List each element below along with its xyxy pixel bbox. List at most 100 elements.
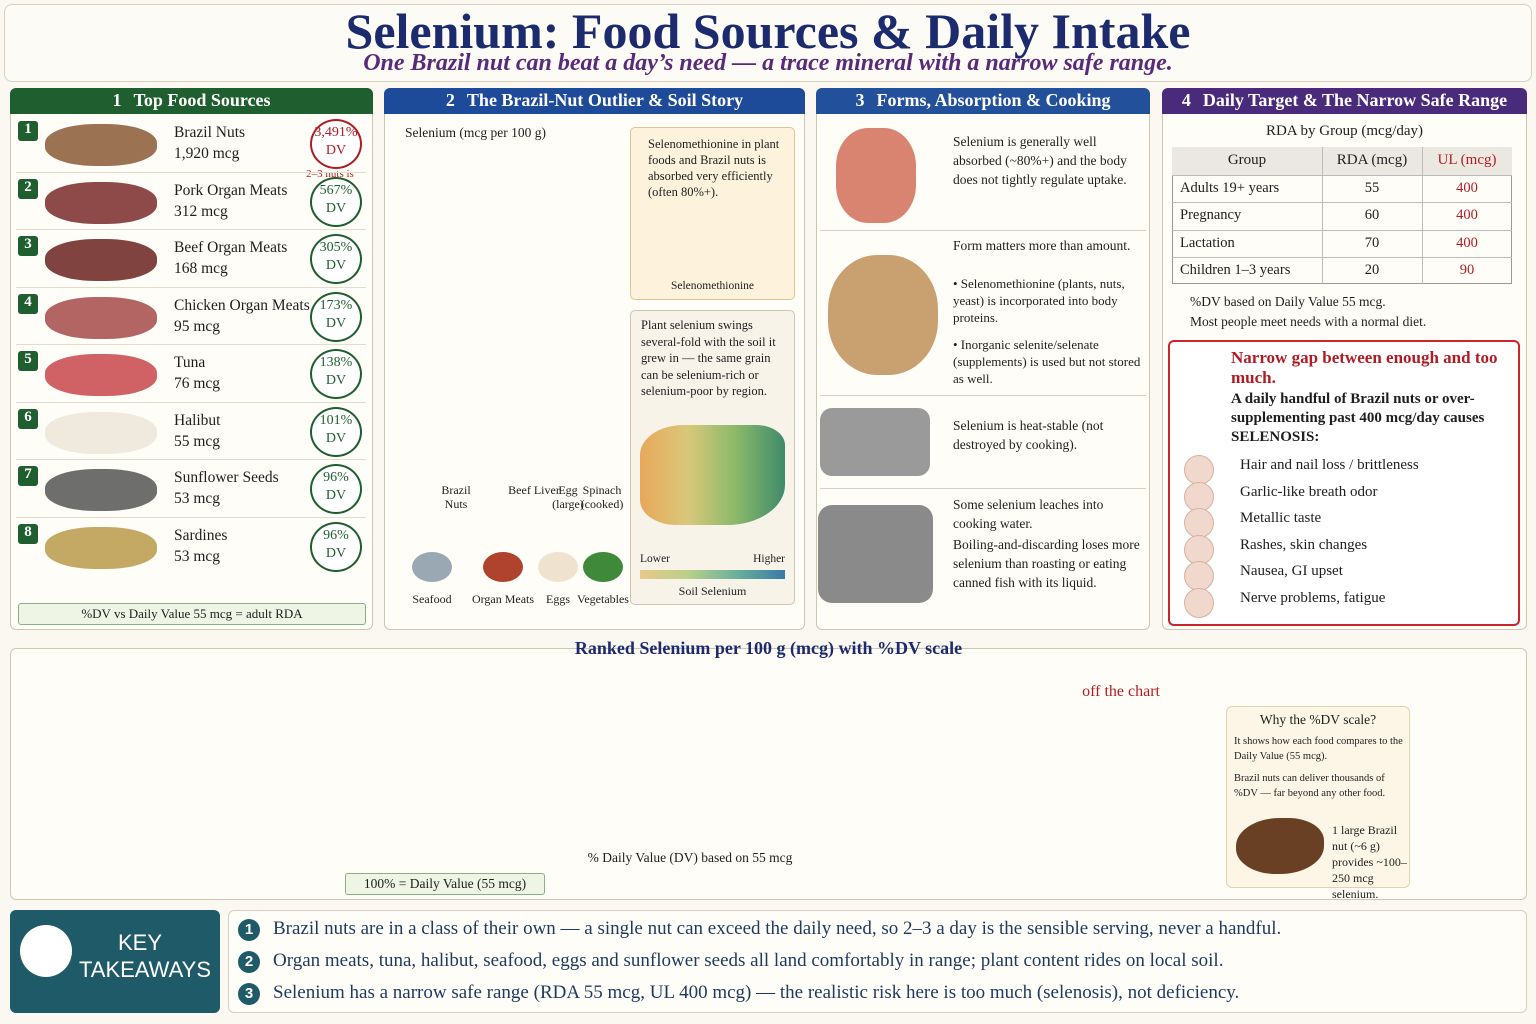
- map-low: Lower: [640, 553, 671, 565]
- table-header-bg: [1172, 147, 1512, 175]
- section-bullet: • Selenomethionine (plants, nuts, yeast)…: [953, 276, 1125, 325]
- warning-title: Narrow gap between enough and too much.: [1231, 348, 1498, 387]
- dv-value: 96%: [323, 470, 349, 485]
- panel-title: Forms, Absorption & Cooking: [876, 90, 1111, 110]
- symptom: Hair and nail loss / brittleness: [1240, 457, 1419, 473]
- note-text: Plant selenium swings several-fold with …: [641, 318, 776, 398]
- section-text: Selenium is generally well absorbed (~80…: [953, 134, 1127, 187]
- y-axis-title: Selenium (mcg per 100 g): [405, 125, 546, 140]
- dv-unit: DV: [325, 430, 347, 446]
- dv-value: 567%: [319, 182, 353, 198]
- chart-title: Ranked Selenium per 100 g (mcg) with %DV…: [574, 638, 963, 658]
- dv-badge: [310, 521, 362, 572]
- rank-badge: 5: [18, 351, 38, 371]
- section-bullet: • Inorganic selenite/selenate (supplemen…: [953, 337, 1141, 386]
- table-cell: 20: [1364, 261, 1380, 278]
- map-legend-bar: [640, 570, 785, 579]
- dv-unit: DV: [325, 143, 347, 158]
- table-cell: Pregnancy: [1180, 207, 1242, 224]
- dv-badge: [310, 349, 362, 399]
- takeaway-text: Selenium has a narrow safe range (RDA 55…: [273, 982, 1240, 1003]
- separator: [16, 286, 366, 288]
- title: Selenium: Food Sources & Daily Intake: [345, 3, 1191, 59]
- x-tick-label: Spinach (cooked): [580, 483, 624, 511]
- symptom-icon: [1184, 587, 1214, 618]
- rank-badge: 1: [18, 121, 38, 141]
- warning-box: [1168, 340, 1520, 626]
- table-note: %DV based on Daily Value 55 mcg.: [1190, 294, 1386, 309]
- group-icon: [583, 552, 623, 582]
- table-cell: Adults 19+ years: [1180, 180, 1280, 196]
- table-row-line: [1172, 202, 1512, 204]
- food-amount: 95 mcg: [174, 317, 221, 335]
- panel-title: Top Food Sources: [133, 90, 271, 110]
- table-cell: 90: [1459, 261, 1475, 278]
- section-text: Some selenium leaches into cooking water…: [953, 497, 1104, 531]
- nut-note: 1 large Brazil nut (~6 g) provides ~100–…: [1332, 823, 1407, 901]
- group-icon: [538, 552, 578, 582]
- dv-unit: DV: [325, 315, 347, 331]
- food-image: [45, 181, 157, 224]
- table-row-line: [1172, 175, 1512, 176]
- symptom-icon: [1184, 455, 1214, 485]
- table-cell: 60: [1364, 207, 1380, 224]
- panel-heading: 3 Forms, Absorption & Cooking: [816, 90, 1150, 111]
- food-amount: 53 mcg: [174, 547, 221, 565]
- group-label: Organ Meats: [471, 592, 535, 606]
- food-amount: 1,920 mcg: [174, 145, 240, 162]
- symptom: Metallic taste: [1240, 510, 1322, 526]
- separator: [16, 459, 366, 460]
- food-image: [45, 526, 157, 569]
- food-amount: 53 mcg: [174, 490, 221, 507]
- symptom: Rashes, skin changes: [1240, 536, 1368, 553]
- dv-unit: DV: [325, 545, 347, 561]
- food-name: Sardines: [174, 526, 228, 544]
- symptom-icon: [1184, 534, 1214, 565]
- dv-value: 173%: [319, 297, 353, 313]
- dv-value: 96%: [323, 527, 349, 543]
- food-name: Halibut: [174, 411, 221, 429]
- table-header: Group: [1227, 152, 1267, 168]
- table-cell: 400: [1456, 207, 1478, 224]
- dv-badge: [310, 291, 362, 342]
- table-cell: Lactation: [1180, 234, 1235, 251]
- table-header: UL (mcg): [1437, 152, 1497, 168]
- panel1-footer: %DV vs Daily Value 55 mcg = adult RDA: [81, 606, 303, 621]
- food-name: Beef Organ Meats: [174, 239, 288, 256]
- symptom: Garlic-like breath odor: [1240, 483, 1378, 500]
- table-cell: 55: [1364, 180, 1380, 196]
- panel-header: [1162, 88, 1527, 114]
- takeaway-text: Organ meats, tuna, halibut, seafood, egg…: [273, 950, 1224, 971]
- separator: [16, 171, 366, 173]
- symptom-icon: [1184, 508, 1214, 538]
- panel-number: 2: [445, 90, 455, 110]
- table-title: RDA by Group (mcg/day): [1265, 123, 1424, 139]
- dv-badge: [310, 176, 362, 227]
- food-amount: 76 mcg: [174, 375, 221, 392]
- takeaways-title: TAKEAWAYS: [78, 957, 212, 982]
- food-name: Pork Organ Meats: [174, 181, 288, 199]
- takeaway-text: Brazil nuts are in a class of their own …: [273, 918, 1282, 939]
- symptom: Nerve problems, fatigue: [1240, 589, 1386, 606]
- symptom-icon: [1184, 481, 1214, 512]
- separator: [820, 395, 1146, 396]
- takeaways-box: [228, 910, 1527, 1013]
- food-name: Chicken Organ Meats: [174, 296, 310, 314]
- nut-image: [1236, 818, 1324, 874]
- table-row-line: [1172, 256, 1512, 258]
- key-icon: [20, 925, 72, 977]
- dv-value: 3,491%: [314, 125, 358, 140]
- group-label: Seafood: [412, 592, 452, 606]
- section-text: Boiling-and-discarding loses more seleni…: [953, 537, 1140, 590]
- panel-header: [384, 88, 805, 114]
- panel-number: 1: [112, 90, 122, 110]
- takeaways-title: KEY: [117, 930, 163, 955]
- group-label: Eggs: [546, 592, 570, 606]
- panel-header: [816, 88, 1150, 114]
- panel-heading: 1 Top Food Sources: [10, 90, 373, 111]
- intestine-image: [836, 128, 916, 223]
- pot-image: [820, 408, 930, 476]
- dv-value: 101%: [319, 412, 353, 428]
- table-cell: Children 1–3 years: [1180, 261, 1291, 278]
- food-image: [45, 354, 157, 396]
